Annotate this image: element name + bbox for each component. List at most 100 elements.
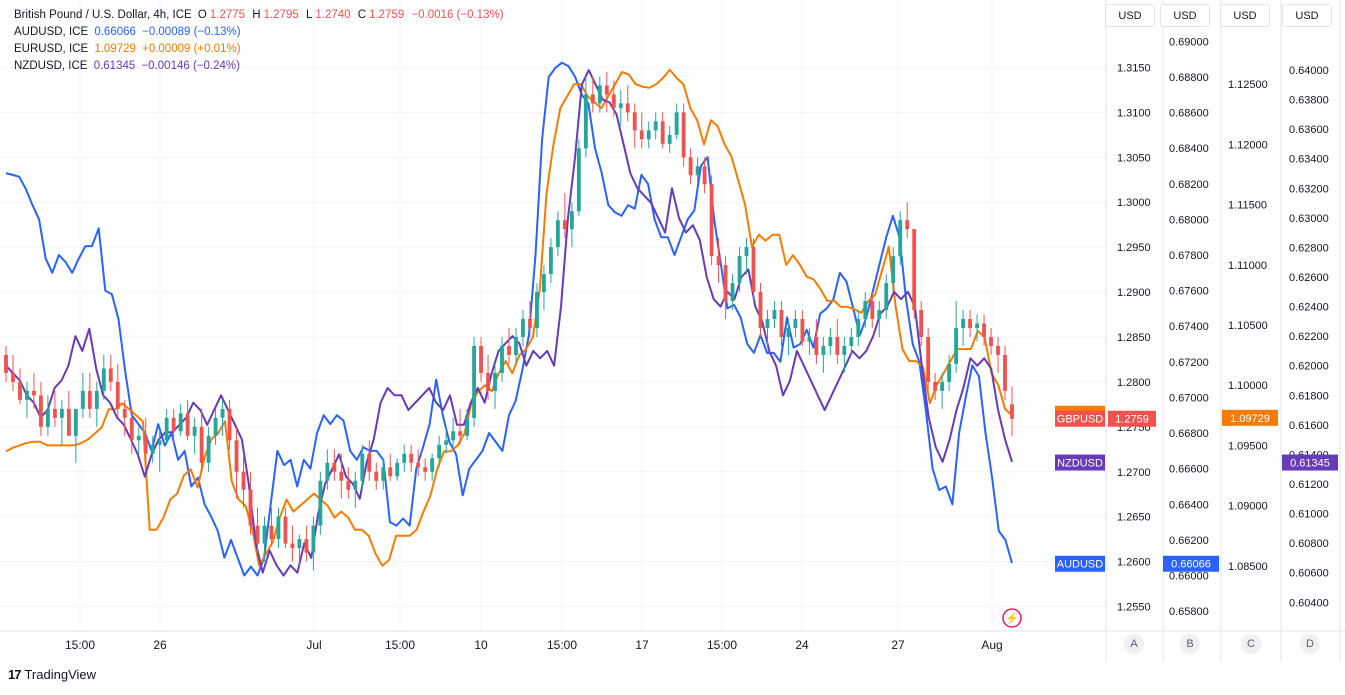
currency-button-b[interactable]: USD	[1160, 4, 1210, 27]
legend-close: 1.2759	[369, 9, 405, 21]
legend-high: 1.2795	[263, 9, 299, 21]
grid	[0, 0, 1106, 631]
candle	[667, 125, 672, 153]
candle-body	[821, 345, 826, 355]
candle-body	[129, 417, 134, 441]
scale-label-a[interactable]: A	[1124, 634, 1144, 654]
currency-button-d[interactable]: USD	[1282, 4, 1332, 27]
candle	[213, 408, 218, 445]
candle-body	[947, 363, 952, 382]
axis-a-tick-label: 1.2800	[1117, 377, 1151, 389]
axis-a-tick-label: 1.3050	[1117, 152, 1151, 164]
series-line-eurusd	[5, 68, 1013, 567]
candle-body	[430, 458, 435, 472]
candle	[975, 314, 979, 342]
candle	[465, 408, 470, 441]
axis-b-tick-label: 0.66000	[1169, 570, 1209, 582]
time-tick-label: 15:00	[707, 638, 737, 652]
candle-body	[150, 444, 155, 454]
candle-body	[262, 525, 267, 544]
legend-eurusd[interactable]: EURUSD, ICE 1.09729 +0.00009 (+0.01%)	[14, 41, 507, 58]
candle-body	[276, 516, 281, 540]
candle	[514, 328, 518, 364]
scale-label-c[interactable]: C	[1241, 634, 1261, 654]
axis-c-tick-label: 1.11500	[1228, 200, 1267, 212]
candle	[961, 310, 966, 346]
currency-button-a[interactable]: USD	[1105, 4, 1155, 27]
candle-body	[653, 121, 658, 131]
gbpusd-value-label: 1.2759	[1115, 414, 1149, 426]
candle-body	[919, 310, 924, 337]
legend-audusd-value: 0.66066	[94, 26, 136, 38]
candle	[779, 301, 784, 346]
candle-body	[423, 467, 428, 472]
legend-main[interactable]: British Pound / U.S. Dollar, 4h, ICE O 1.…	[14, 7, 507, 24]
candle-body	[346, 480, 351, 490]
candle-body	[332, 462, 337, 472]
gbpusd-value-tag	[1108, 410, 1156, 427]
candle	[604, 71, 609, 113]
axis-d-tick-label: 0.62400	[1289, 302, 1329, 314]
axis-a-tick-label: 1.2900	[1117, 287, 1151, 299]
candle-body	[681, 112, 686, 158]
candle-body	[465, 417, 470, 436]
candle-body	[828, 336, 833, 346]
candle	[157, 431, 162, 472]
axis-c-tick-label: 1.09000	[1228, 501, 1268, 513]
scale-label-b[interactable]: B	[1180, 634, 1200, 654]
candle-body	[297, 539, 302, 549]
candle-body	[611, 94, 616, 108]
candle	[507, 328, 511, 364]
event-icon[interactable]: ⚡	[1002, 608, 1022, 628]
candle-body	[709, 184, 714, 257]
candle	[262, 516, 267, 562]
candle-body	[388, 467, 393, 477]
axis-d-tick-label: 0.63000	[1289, 213, 1329, 225]
candle	[611, 80, 616, 117]
candle-body	[486, 372, 490, 391]
candle-body	[807, 336, 812, 342]
candle	[521, 310, 525, 346]
candle-body	[500, 345, 504, 373]
candle-body	[381, 467, 386, 481]
candle	[751, 238, 756, 302]
legend-eurusd-change: +0.00009 (+0.01%)	[142, 43, 241, 55]
candle	[723, 256, 728, 320]
legend-nzdusd[interactable]: NZDUSD, ICE 0.61345 −0.00146 (−0.24%)	[14, 58, 507, 75]
candle-body	[248, 489, 253, 526]
candle	[730, 274, 735, 311]
axis-d-tick-label: 0.62800	[1289, 242, 1329, 254]
candle-body	[136, 435, 141, 441]
legend-audusd[interactable]: AUDUSD, ICE 0.66066 −0.00089 (−0.13%)	[14, 24, 507, 41]
candle-body	[402, 453, 407, 463]
scale-label-d[interactable]: D	[1300, 634, 1320, 654]
candle-body	[87, 390, 92, 409]
candle-body	[835, 336, 840, 355]
candle	[583, 76, 588, 158]
candle-body	[583, 94, 588, 149]
candle-body	[905, 220, 910, 230]
candle	[346, 467, 351, 499]
candle	[905, 202, 910, 239]
candle-body	[122, 408, 127, 418]
candle-body	[108, 368, 113, 382]
legend-l-label: L	[305, 9, 313, 21]
candle	[4, 345, 8, 382]
candle	[681, 103, 686, 167]
candle	[381, 458, 386, 490]
candle-body	[395, 462, 400, 477]
candle	[793, 310, 798, 337]
tradingview-footer[interactable]: 17 TradingView	[8, 667, 96, 682]
nzdusd-value-tag	[1282, 454, 1338, 471]
axis-b-tick-label: 0.65800	[1169, 606, 1209, 618]
candle-body	[213, 417, 218, 436]
currency-button-c[interactable]: USD	[1220, 4, 1270, 27]
candle-body	[59, 408, 64, 418]
candle-body	[849, 336, 854, 346]
candle	[32, 372, 36, 409]
candle-body	[290, 543, 295, 549]
candle-body	[863, 301, 868, 320]
candle	[653, 112, 658, 140]
candle-body	[18, 381, 22, 400]
candle	[919, 301, 924, 346]
